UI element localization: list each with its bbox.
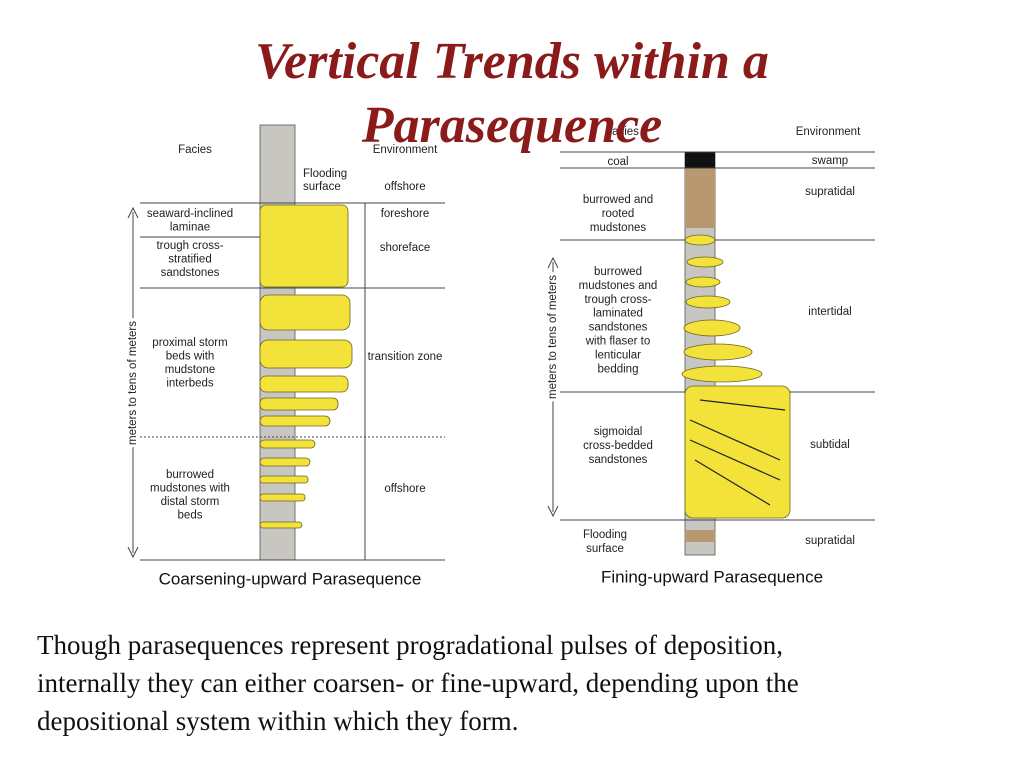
bed xyxy=(684,234,716,246)
facies-label: mudstone xyxy=(165,364,216,376)
header: Facies xyxy=(178,144,212,156)
environment-label: intertidal xyxy=(808,306,851,318)
bed xyxy=(683,319,741,337)
caption: Coarsening-upward Parasequence xyxy=(159,569,422,588)
facies-label: coal xyxy=(607,156,628,168)
facies-label: burrowed xyxy=(594,266,642,278)
facies-label: laminated xyxy=(593,308,643,320)
header: Environment xyxy=(796,126,861,138)
facies-label: proximal storm xyxy=(152,337,227,349)
facies-label: trough cross- xyxy=(584,294,651,306)
bed xyxy=(259,397,339,411)
facies-label: rooted xyxy=(602,208,635,220)
axis-label: meters to tens of meters xyxy=(547,275,559,399)
mudstone xyxy=(685,530,715,542)
arrowheads xyxy=(127,206,139,559)
facies-label: mudstones with xyxy=(150,483,230,495)
facies-label: beds with xyxy=(166,351,215,363)
environment-label: subtidal xyxy=(810,439,850,451)
facies-label: mudstones xyxy=(590,222,647,234)
slide-title: Vertical Trends within a xyxy=(255,33,769,90)
slide-title: Parasequence xyxy=(361,97,662,154)
facies-label: sandstones xyxy=(589,322,648,334)
bed xyxy=(681,365,763,383)
bed xyxy=(683,343,753,361)
facies-label: sandstones xyxy=(161,267,220,279)
facies-label: with flaser to xyxy=(585,336,651,348)
bed xyxy=(259,375,349,393)
axis-label: meters to tens of meters xyxy=(127,321,139,445)
facies-label: stratified xyxy=(168,254,211,266)
body-text: Though parasequences represent progradat… xyxy=(37,630,783,660)
facies-label: laminae xyxy=(170,222,210,234)
environment-label: shoreface xyxy=(380,242,431,254)
flooding-surface-label: Flooding xyxy=(303,168,347,180)
facies-label: burrowed xyxy=(166,469,214,481)
environment-label: transition zone xyxy=(368,351,443,363)
facies-label: sandstones xyxy=(589,454,648,466)
arrowheads xyxy=(547,256,559,518)
facies-label: trough cross- xyxy=(156,240,223,252)
facies-label: interbeds xyxy=(166,378,214,390)
facies-label: seaward-inclined xyxy=(147,208,233,220)
bed xyxy=(259,439,316,449)
laminae xyxy=(689,399,786,506)
bed xyxy=(259,204,349,288)
coal xyxy=(685,152,715,168)
facies-label: lenticular xyxy=(595,349,641,361)
header: Environment xyxy=(373,144,438,156)
header: Facies xyxy=(605,126,639,138)
body-text: depositional system within which they fo… xyxy=(37,706,518,736)
bed xyxy=(685,276,721,288)
bed xyxy=(259,521,303,529)
bed xyxy=(685,295,731,309)
bed xyxy=(259,493,306,502)
facies-label: sigmoidal xyxy=(594,426,643,438)
caption: Fining-upward Parasequence xyxy=(601,567,823,586)
flooding-surface-label: surface xyxy=(586,543,624,555)
facies-label: distal storm xyxy=(161,496,220,508)
left-diagram xyxy=(127,124,445,561)
environment-label: supratidal xyxy=(805,535,855,547)
facies-label: cross-bedded xyxy=(583,440,653,452)
bed xyxy=(259,457,311,467)
bed xyxy=(259,475,309,484)
facies-label: beds xyxy=(178,510,203,522)
environment-label: offshore xyxy=(384,181,425,193)
facies-label: mudstones and xyxy=(579,280,658,292)
flooding-surface-label: surface xyxy=(303,181,341,193)
facies-label: bedding xyxy=(598,363,639,375)
body-text: internally they can either coarsen- or f… xyxy=(37,668,799,698)
environment-label: foreshore xyxy=(381,208,430,220)
flooding-surface-label: Flooding xyxy=(583,529,627,541)
right-diagram xyxy=(547,151,875,556)
bed xyxy=(684,385,791,519)
bed xyxy=(259,415,331,427)
environment-label: swamp xyxy=(812,155,848,167)
bed xyxy=(259,339,353,369)
bed xyxy=(686,256,724,268)
bed xyxy=(259,294,351,331)
facies-label: burrowed and xyxy=(583,194,653,206)
environment-label: supratidal xyxy=(805,186,855,198)
environment-label: offshore xyxy=(384,483,425,495)
mudstone xyxy=(685,168,715,228)
